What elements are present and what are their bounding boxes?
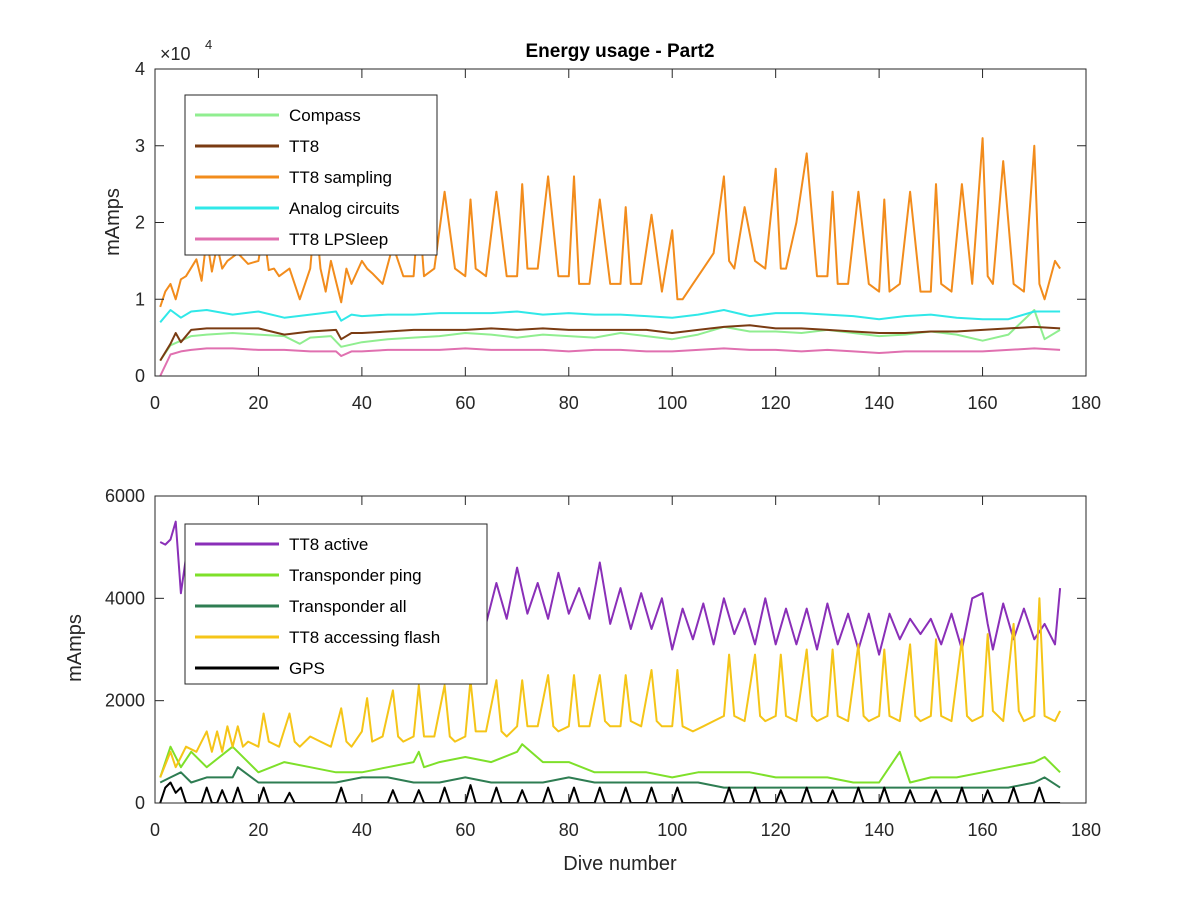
bottom-x-tick-label: 60 (455, 820, 475, 840)
bottom-legend-box (184, 523, 488, 685)
top-y-exponent-power: 4 (205, 37, 212, 52)
bottom-legend-label-transponder-all: Transponder all (289, 597, 407, 616)
top-x-tick-label: 180 (1071, 393, 1101, 413)
bottom-x-tick-label: 0 (150, 820, 160, 840)
bottom-x-axis-label: Dive number (563, 853, 677, 875)
top-legend-label-compass: Compass (289, 106, 361, 125)
bottom-y-tick-label: 0 (135, 793, 145, 813)
bottom-x-tick-label: 160 (968, 820, 998, 840)
top-legend-label-tt8: TT8 (289, 137, 319, 156)
top-legend: Compass TT8 TT8 sampling Analog circuits TT8… (184, 94, 438, 256)
bottom-x-tick-label: 180 (1071, 820, 1101, 840)
top-series-tt8-sampling (159, 137, 1061, 308)
top-x-tick-label: 160 (968, 393, 998, 413)
top-y-exponent-base: ×10 (160, 44, 191, 64)
bottom-legend-label-tt8-active: TT8 active (289, 535, 368, 554)
bottom-x-tick-label: 40 (352, 820, 372, 840)
top-legend-box (184, 94, 438, 256)
top-y-tick-label: 4 (135, 59, 145, 79)
top-y-tick-label: 3 (135, 136, 145, 156)
top-plot-lines (159, 137, 1061, 376)
bottom-plot-lines (159, 520, 1062, 803)
top-x-tick-label: 120 (761, 393, 791, 413)
top-legend-label-tt8-sampling: TT8 sampling (289, 168, 392, 187)
top-y-tick-label: 0 (135, 366, 145, 386)
top-x-tick-label: 40 (352, 393, 372, 413)
bottom-y-tick-label: 6000 (105, 486, 145, 506)
bottom-x-tick-label: 100 (657, 820, 687, 840)
bottom-series-transponder-all (159, 766, 1061, 789)
top-x-tick-label: 0 (150, 393, 160, 413)
top-y-tick-label: 1 (135, 289, 145, 309)
top-series-compass (159, 309, 1061, 362)
bottom-x-tick-label: 120 (761, 820, 791, 840)
top-y-axis-label: mAmps (102, 188, 124, 256)
top-y-tick-label: 2 (135, 213, 145, 233)
bottom-y-tick-label: 4000 (105, 588, 145, 608)
bottom-x-tick-label: 80 (559, 820, 579, 840)
bottom-series-transponder-ping (159, 743, 1061, 784)
top-x-tick-label: 140 (864, 393, 894, 413)
bottom-x-tick-label: 140 (864, 820, 894, 840)
chart-title: Energy usage - Part2 (525, 41, 714, 62)
top-series-tt8-lpsleep (159, 347, 1061, 376)
top-axes: 0 20 40 60 80 100 120 140 160 180 0 1 2 3 4 Energy usa… (102, 37, 1101, 413)
top-legend-label-tt8-lpsleep: TT8 LPSleep (289, 230, 388, 249)
top-series-tt8 (159, 324, 1061, 362)
top-axis-ticks: 0 20 40 60 80 100 120 140 160 180 0 1 2 3 4 (135, 59, 1101, 413)
bottom-y-axis-label: mAmps (64, 614, 86, 682)
top-x-tick-label: 100 (657, 393, 687, 413)
bottom-axes: 0 20 40 60 80 100 120 140 160 180 0 2000 4000 6000 mA… (64, 486, 1101, 875)
bottom-legend-label-tt8-accessing-flash: TT8 accessing flash (289, 628, 440, 647)
bottom-axis-ticks: 0 20 40 60 80 100 120 140 160 180 0 2000 4000 6000 (105, 486, 1101, 840)
top-legend-label-analog-circuits: Analog circuits (289, 199, 400, 218)
bottom-y-tick-label: 2000 (105, 691, 145, 711)
bottom-legend-label-transponder-ping: Transponder ping (289, 566, 422, 585)
top-x-tick-label: 80 (559, 393, 579, 413)
bottom-series-gps (159, 781, 1061, 803)
top-x-tick-label: 20 (248, 393, 268, 413)
bottom-series-tt8-accessing-flash (159, 597, 1061, 778)
bottom-legend-label-gps: GPS (289, 659, 325, 678)
top-x-tick-label: 60 (455, 393, 475, 413)
top-series-analog-circuits (159, 309, 1061, 323)
bottom-axes-box (154, 495, 1087, 804)
bottom-x-tick-label: 20 (248, 820, 268, 840)
bottom-legend: TT8 active Transponder ping Transponder al… (184, 523, 488, 685)
